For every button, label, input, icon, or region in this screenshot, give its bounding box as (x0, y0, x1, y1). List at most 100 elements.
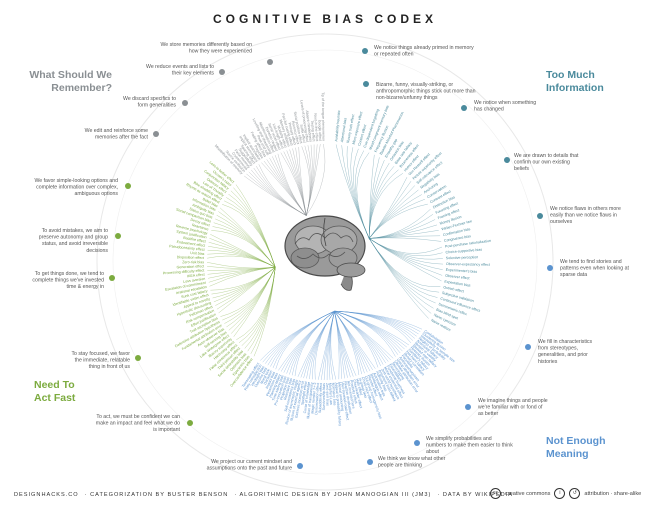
bias-label[interactable]: Endowment effect (176, 240, 205, 248)
category-note[interactable]: We reduce events and lists to their key e… (146, 64, 225, 77)
bias-label[interactable]: Zero-risk bias (182, 260, 204, 264)
category-dot[interactable] (125, 183, 131, 189)
category-dot[interactable] (362, 48, 368, 54)
bias-label[interactable]: Confirmation bias (443, 227, 471, 237)
category-dot[interactable] (135, 355, 141, 361)
bias-label[interactable]: Subadditivity effect (318, 383, 323, 413)
category-dot[interactable] (153, 131, 159, 137)
category-dot[interactable] (363, 81, 369, 87)
bias-label[interactable]: Illusory truth effect (346, 114, 355, 144)
bias-label[interactable]: Observer effect (445, 274, 470, 281)
category-note[interactable]: We think we know what other people are th… (367, 456, 446, 469)
bias-label[interactable]: Experimenter's bias (446, 268, 478, 274)
category-dot[interactable] (414, 440, 420, 446)
bias-label[interactable]: Reactance (191, 223, 209, 231)
bias-label[interactable]: Serial position effect (293, 111, 303, 143)
category-dot[interactable] (465, 404, 471, 410)
bias-label[interactable]: Placebo effect (367, 374, 379, 397)
category-dot[interactable] (537, 213, 543, 219)
bias-label[interactable]: Mental accounting (337, 382, 344, 411)
bias-label[interactable]: Framing effect (437, 208, 460, 220)
category-dot[interactable] (219, 69, 225, 75)
bias-label[interactable]: Google effect (317, 120, 322, 141)
category-note[interactable]: We are drawn to details that confirm our … (504, 153, 579, 172)
bias-label[interactable]: Observer-expectancy effect (446, 262, 490, 267)
category-dot[interactable] (115, 233, 121, 239)
bias-label[interactable]: Recency effect (291, 121, 300, 145)
bias-label[interactable]: Prejudice (253, 145, 264, 160)
bias-label[interactable]: Context effect (357, 124, 367, 146)
bias-label[interactable]: Denomination effect (314, 383, 320, 415)
bias-label[interactable]: Post-purchase rationalization (445, 239, 491, 249)
category-note[interactable]: We fill in characteristics from stereotyp… (525, 339, 593, 365)
bias-label[interactable]: Not invented here (346, 380, 355, 409)
bias-label[interactable]: Pseudocertainty effect (169, 244, 205, 252)
category-note[interactable]: To get things done, we tend to complete t… (32, 271, 115, 290)
bias-label[interactable]: Next-in-line effect (313, 113, 319, 141)
bias-label[interactable]: Sunk cost fallacy (181, 289, 208, 299)
bias-label[interactable]: Impact bias (265, 371, 276, 390)
bias-label[interactable]: Spotlight effect (300, 381, 308, 405)
bias-label[interactable]: Reverse psychology (175, 224, 208, 236)
bias-label[interactable]: Escalation of commitment (165, 281, 206, 292)
credit-site[interactable]: DESIGNHACKS.CO (14, 492, 79, 498)
category-note[interactable]: To avoid mistakes, we aim to preserve aut… (39, 228, 121, 254)
category-dot[interactable] (367, 459, 373, 465)
category-dot[interactable] (267, 59, 273, 65)
bias-label[interactable]: Congruence bias (444, 234, 472, 243)
bias-label[interactable]: Moral luck (260, 368, 271, 385)
bias-label[interactable]: Loss aversion (183, 277, 206, 284)
bias-label[interactable]: Suffix effect (299, 124, 306, 143)
category-note[interactable]: We notice when something has changed (461, 100, 536, 113)
bias-label[interactable]: Declinism (263, 370, 273, 386)
bias-label[interactable]: Projection bias (279, 377, 290, 401)
category-note[interactable]: We favor simple-looking options and compl… (34, 178, 131, 197)
bias-label[interactable]: Appeal to probability fallacy (334, 382, 342, 426)
bias-label[interactable]: Primacy effect (287, 122, 297, 145)
bias-label[interactable]: Survivorship bias (322, 383, 326, 411)
bias-label[interactable]: Illusion of transparency (306, 382, 314, 419)
bias-label[interactable]: Availability heuristic (334, 110, 341, 142)
bias-label[interactable]: In-group bias (358, 377, 368, 398)
bias-label[interactable]: Murphy's Law (328, 383, 333, 406)
category-note[interactable]: We notice things already primed in memor… (362, 45, 474, 58)
category-dot[interactable] (461, 105, 467, 111)
bias-label[interactable]: Ostrich effect (443, 285, 464, 293)
category-note[interactable]: Bizarre, funny, visually-striking, or ant… (363, 81, 476, 101)
bias-label[interactable]: Expectation bias (444, 279, 471, 287)
category-note[interactable]: To stay focused, we favor the immediate, … (71, 351, 141, 370)
category-dot[interactable] (504, 157, 510, 163)
bias-label[interactable]: Disposition effect (177, 255, 204, 260)
bias-label[interactable]: Unit bias (190, 251, 204, 256)
category-note[interactable]: We project our current mindset and assump… (207, 459, 303, 472)
bias-label[interactable]: Testing effect (310, 120, 316, 141)
category-dot[interactable] (525, 344, 531, 350)
bias-label[interactable]: Magic number 7+-2 (311, 382, 318, 413)
bias-label[interactable]: System justification (176, 229, 207, 239)
bias-label[interactable]: Backfire effect (183, 236, 206, 244)
category-dot[interactable] (547, 265, 553, 271)
bias-label[interactable]: Decoy effect (190, 218, 210, 228)
category-note[interactable]: We edit and reinforce some memories after… (85, 128, 159, 141)
bias-label[interactable]: Generation effect (177, 264, 205, 269)
bias-label[interactable]: Resistant bias (283, 377, 293, 400)
bias-label[interactable]: Tip of the tongue phenomenon (321, 92, 326, 141)
category-note[interactable]: We imagine things and people we're famili… (465, 398, 548, 417)
bias-label[interactable]: Choice-supportive bias (445, 248, 482, 255)
bias-label[interactable]: Belief bias (202, 197, 219, 208)
bias-label[interactable]: Curse of knowledge (303, 382, 311, 414)
category-note[interactable]: We tend to find stories and patterns even… (547, 259, 629, 278)
bias-label[interactable]: Levels of processing effect (299, 100, 309, 143)
bias-label[interactable]: Money illusion (439, 215, 462, 226)
bias-label[interactable]: Normalcy bias (331, 383, 337, 406)
bias-label[interactable]: Processing difficulty effect (163, 268, 205, 275)
bias-label[interactable]: Extrinsic incentive error (294, 380, 305, 418)
bias-label[interactable]: Mere exposure effect (352, 111, 364, 145)
bias-label[interactable]: Modality effect (276, 125, 287, 148)
category-note[interactable]: We simplify probabilities and numbers to … (414, 436, 513, 455)
category-dot[interactable] (109, 275, 115, 281)
bias-label[interactable]: Positivity effect (349, 380, 358, 404)
bias-label[interactable]: Absent-mindedness (305, 110, 313, 142)
bias-label[interactable]: Well-traveled road effect (340, 382, 349, 421)
bias-label[interactable]: Zero sum bias (325, 383, 329, 406)
